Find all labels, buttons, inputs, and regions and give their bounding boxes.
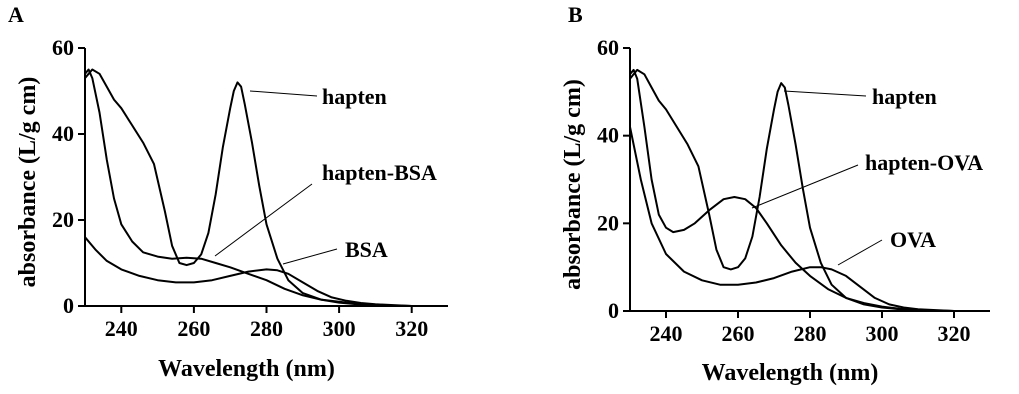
series-label-hapten: hapten (322, 84, 387, 109)
callout-leader-hapten (249, 90, 318, 97)
y-tick-label: 40 (597, 123, 619, 148)
callout-leader-bsa (282, 248, 338, 265)
y-axis-title: absorbance (L/g cm) (15, 77, 41, 288)
panel-letter-a: A (8, 2, 24, 27)
callout-leader-hapten (783, 90, 867, 97)
x-tick-label: 260 (177, 316, 210, 341)
x-tick-label: 320 (395, 316, 428, 341)
series-line-bsa (84, 236, 412, 307)
callout-leader-ova (837, 239, 883, 266)
x-axis-title: Wavelength (nm) (702, 360, 879, 386)
x-tick-label: 320 (938, 321, 971, 346)
series-line-ova (629, 126, 955, 312)
series-line-hapten-bsa (84, 68, 412, 307)
series-label-hapten-ova: hapten-OVA (865, 150, 983, 175)
series-line-hapten (84, 68, 412, 307)
x-axis-title: Wavelength (nm) (158, 356, 335, 382)
x-tick-label: 300 (866, 321, 899, 346)
y-tick-label: 40 (52, 121, 74, 146)
series-label-hapten-bsa: hapten-BSA (322, 160, 437, 185)
x-tick-label: 280 (794, 321, 827, 346)
chart-panel-b: B 0 20 40 60 240 260 280 300 320 Wavelength (nm) ab… (560, 2, 990, 386)
y-tick-label: 60 (52, 35, 74, 60)
x-tick-label: 300 (323, 316, 356, 341)
x-tick-label: 280 (250, 316, 283, 341)
y-tick-label: 0 (608, 298, 619, 323)
y-tick-label: 20 (597, 210, 619, 235)
y-tick-label: 0 (63, 293, 74, 318)
series-label-hapten: hapten (872, 84, 937, 109)
chart-panel-a: A 0 20 40 60 240 260 280 300 320 Wavelength (nm) ab… (8, 2, 448, 382)
x-tick-label: 260 (722, 321, 755, 346)
y-axis-title: absorbance (L/g cm) (560, 79, 586, 290)
y-tick-label: 60 (597, 35, 619, 60)
callout-leader-hapten-ova (751, 164, 859, 209)
callout-leader-hapten-bsa (214, 183, 313, 257)
series-label-ova: OVA (890, 227, 936, 252)
x-tick-label: 240 (650, 321, 683, 346)
series-label-bsa: BSA (345, 237, 388, 262)
series-line-hapten-ova (629, 68, 955, 312)
y-tick-label: 20 (52, 207, 74, 232)
panel-letter-b: B (568, 2, 583, 27)
x-tick-label: 240 (105, 316, 138, 341)
